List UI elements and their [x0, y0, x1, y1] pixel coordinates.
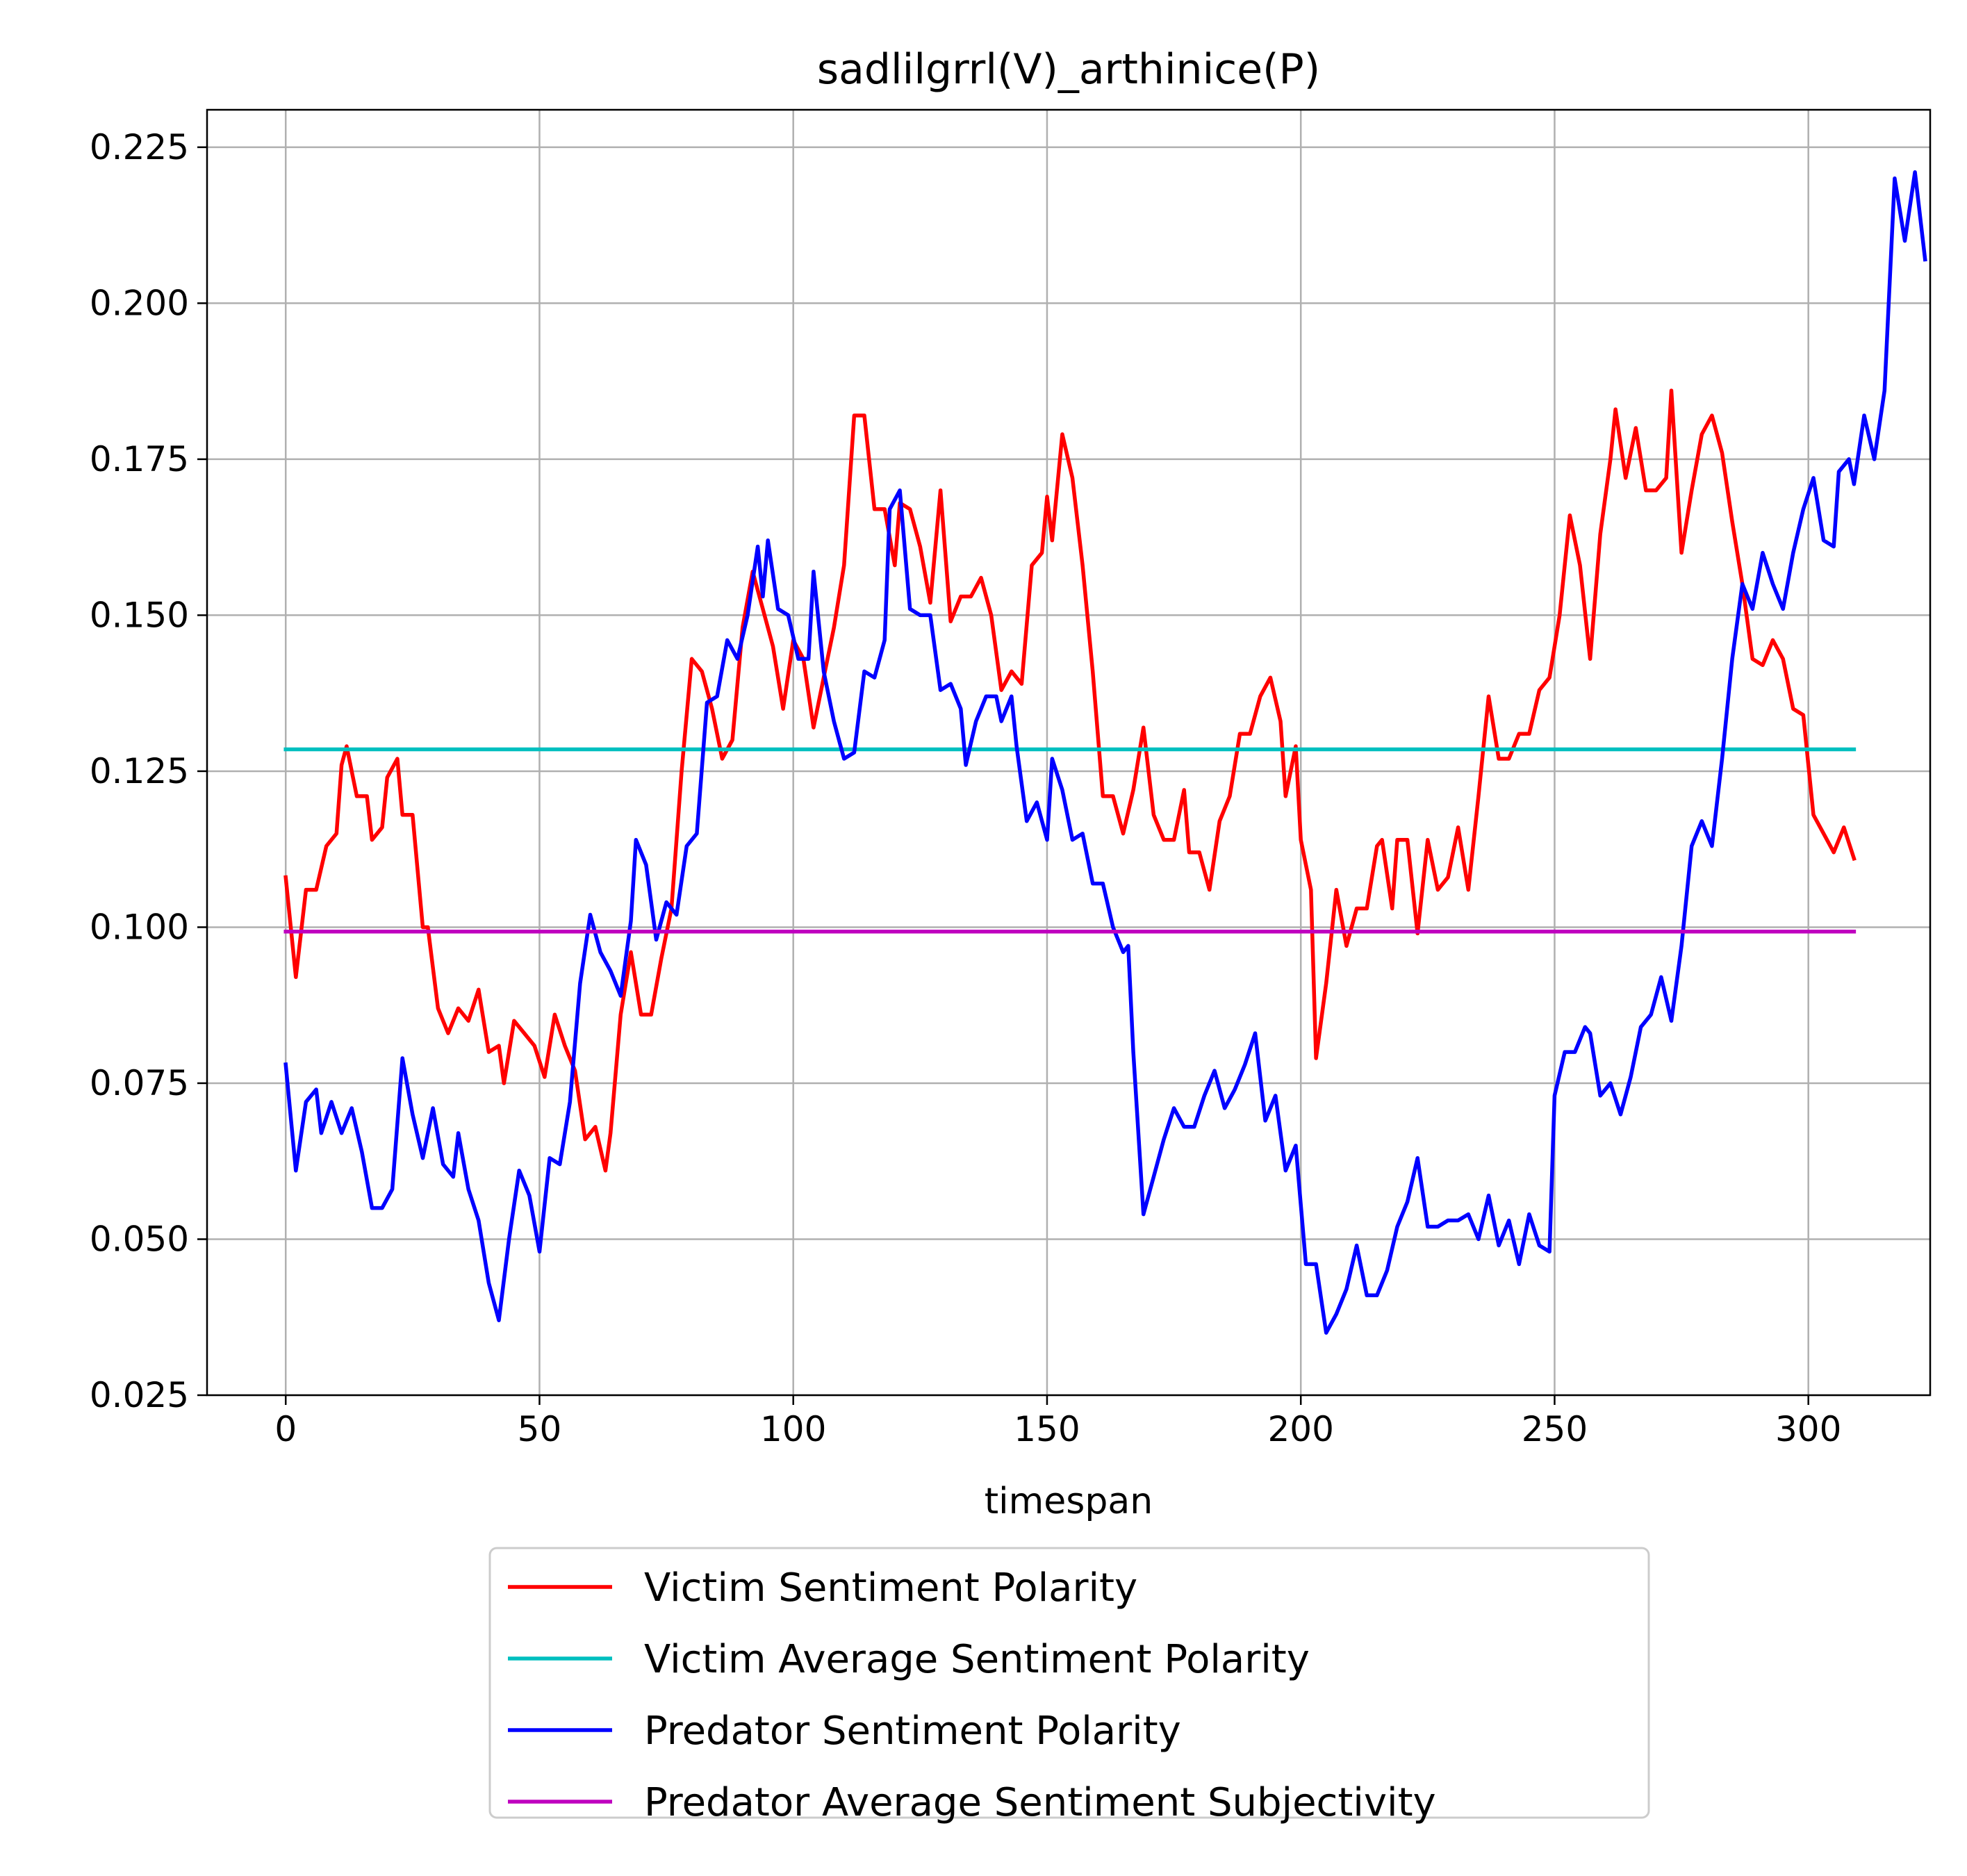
y-tick-label: 0.175	[90, 439, 189, 479]
y-tick-label: 0.150	[90, 595, 189, 635]
x-tick-label: 150	[1014, 1409, 1080, 1449]
y-tick-label: 0.050	[90, 1219, 189, 1259]
y-tick-label: 0.075	[90, 1063, 189, 1103]
y-tick-label: 0.125	[90, 751, 189, 791]
x-tick-label: 0	[274, 1409, 297, 1449]
x-tick-label: 50	[518, 1409, 562, 1449]
series-line	[283, 388, 1857, 1173]
series-lines	[283, 170, 1927, 1335]
series-line	[283, 170, 1927, 1335]
x-tick-label: 300	[1775, 1409, 1841, 1449]
legend-label: Predator Sentiment Polarity	[644, 1709, 1181, 1754]
legend-label: Victim Average Sentiment Polarity	[644, 1637, 1310, 1682]
plot-frame	[206, 108, 1932, 1397]
x-tick-label: 200	[1267, 1409, 1333, 1449]
chart-title: sadlilgrrl(V)_arthinice(P)	[817, 45, 1320, 94]
x-tick-label: 250	[1522, 1409, 1588, 1449]
legend-box	[488, 1547, 1650, 1819]
y-tick-label: 0.200	[90, 283, 189, 323]
x-tick-label: 100	[760, 1409, 826, 1449]
axis-ticks: 0 50 100 150 200 250 300 0.025 0.050 0.075 0.100 0.…	[90, 127, 1842, 1449]
x-axis-label: timespan	[985, 1481, 1153, 1522]
y-tick-label: 0.025	[90, 1375, 189, 1415]
legend-label: Predator Average Sentiment Subjectivity	[644, 1780, 1436, 1825]
y-tick-label: 0.225	[90, 127, 189, 167]
legend-label: Victim Sentiment Polarity	[644, 1565, 1137, 1611]
y-tick-label: 0.100	[90, 907, 189, 947]
legend: Victim Sentiment Polarity Victim Average …	[488, 1547, 1650, 1825]
